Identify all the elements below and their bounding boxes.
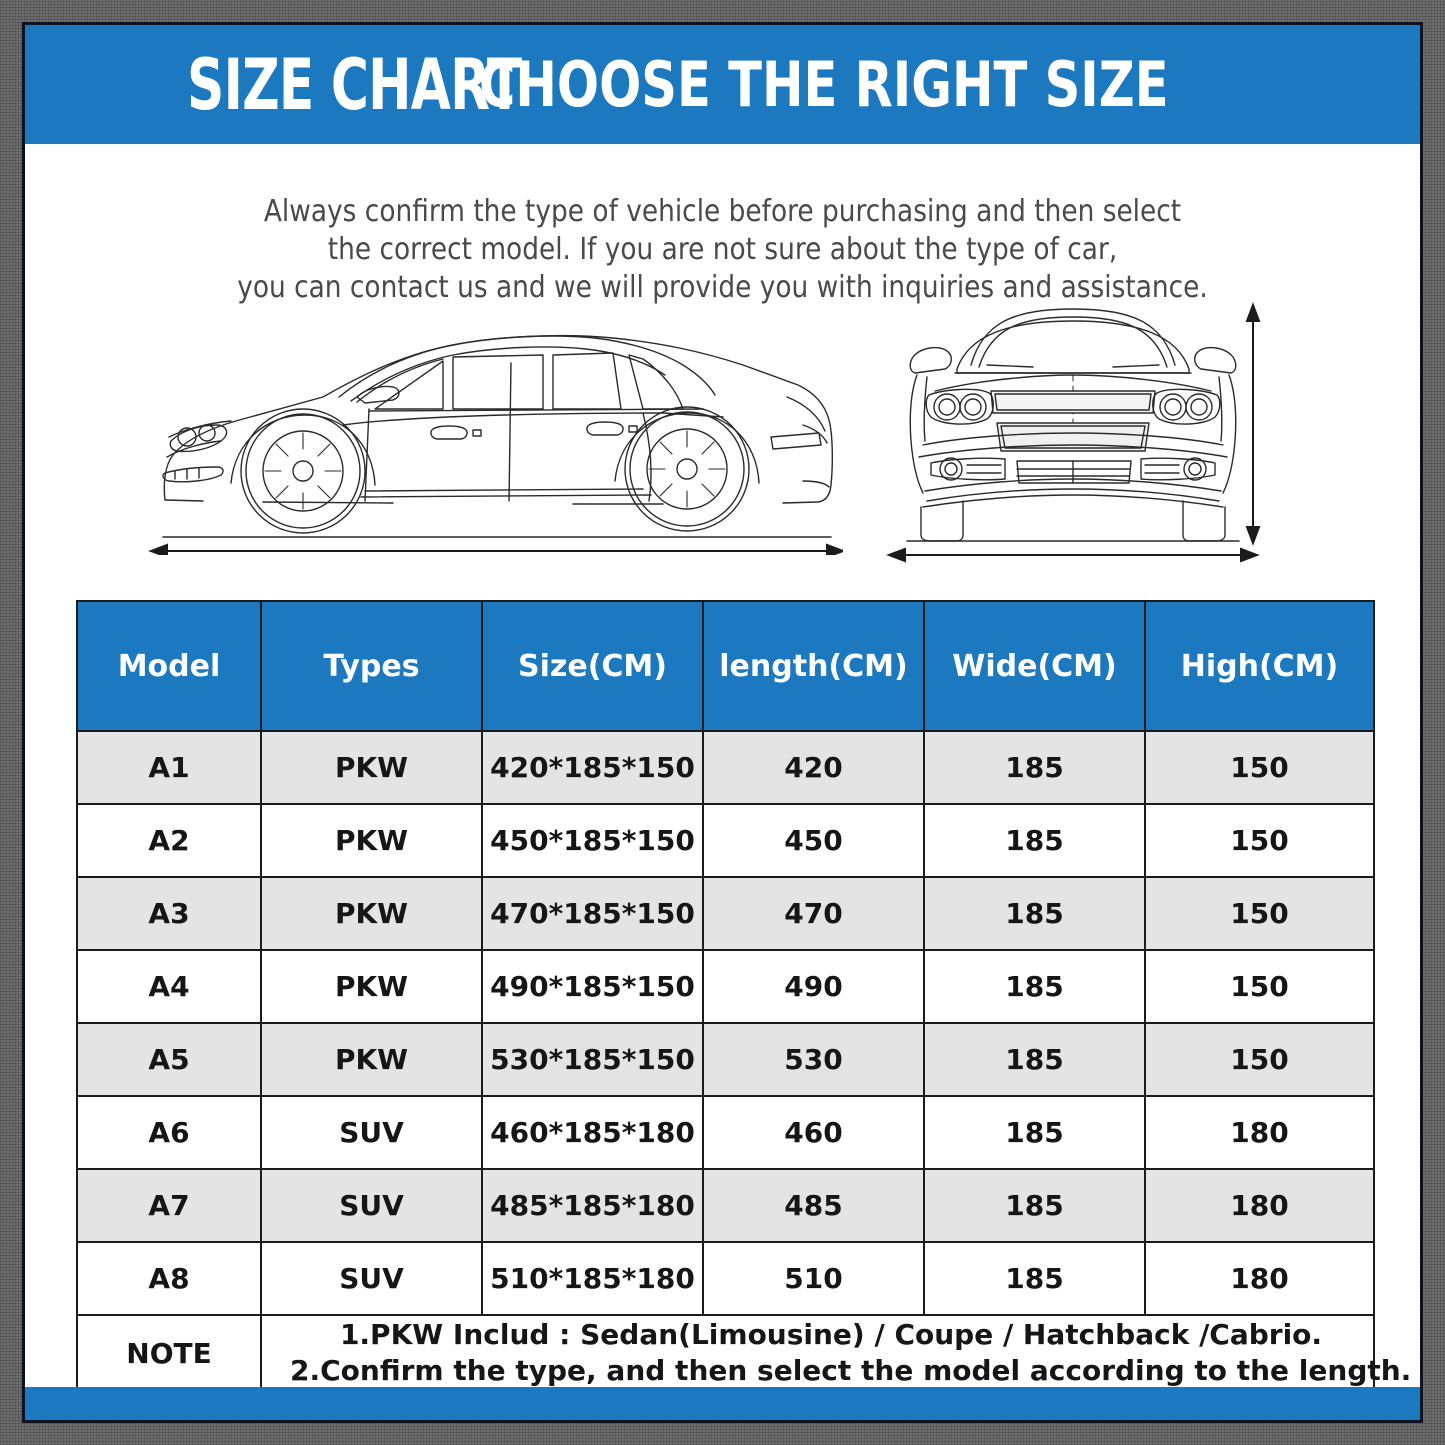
cell-wide: 185 <box>923 1241 1146 1316</box>
cell-high: 180 <box>1144 1095 1375 1170</box>
cell-model: A6 <box>76 1095 262 1170</box>
intro-line-3: you can contact us and we will provide y… <box>237 270 1208 305</box>
cell-wide: 185 <box>923 876 1146 951</box>
cell-length: 450 <box>702 803 925 878</box>
cell-types: PKW <box>260 803 483 878</box>
table-row: A8 SUV 510*185*180 510 185 180 <box>76 1241 1375 1316</box>
page-title-strong: SIZE CHART <box>187 43 522 126</box>
cell-size: 450*185*150 <box>481 803 704 878</box>
cell-high: 150 <box>1144 876 1375 951</box>
cell-size: 490*185*150 <box>481 949 704 1024</box>
cell-types: SUV <box>260 1241 483 1316</box>
header-banner: SIZE CHART CHOOSE THE RIGHT SIZE <box>25 25 1420 144</box>
table-row: A2 PKW 450*185*150 450 185 150 <box>76 803 1375 878</box>
cell-size: 510*185*180 <box>481 1241 704 1316</box>
cell-wide: 185 <box>923 803 1146 878</box>
cell-size: 460*185*180 <box>481 1095 704 1170</box>
cell-high: 180 <box>1144 1241 1375 1316</box>
cell-size: 485*185*180 <box>481 1168 704 1243</box>
column-header-wide: Wide(CM) <box>923 600 1146 732</box>
cell-length: 460 <box>702 1095 925 1170</box>
sedan-front-view-icon <box>883 295 1263 563</box>
cell-high: 180 <box>1144 1168 1375 1243</box>
cell-model: A5 <box>76 1022 262 1097</box>
intro-paragraph: Always confirm the type of vehicle befor… <box>109 193 1337 307</box>
column-header-types: Types <box>260 600 483 732</box>
cell-types: PKW <box>260 730 483 805</box>
cell-length: 530 <box>702 1022 925 1097</box>
cell-types: PKW <box>260 876 483 951</box>
table-row: A3 PKW 470*185*150 470 185 150 <box>76 876 1375 951</box>
intro-line-2: the correct model. If you are not sure a… <box>327 232 1118 267</box>
cell-high: 150 <box>1144 803 1375 878</box>
column-header-model: Model <box>76 600 262 732</box>
cell-length: 420 <box>702 730 925 805</box>
page-title-rest: CHOOSE THE RIGHT SIZE <box>479 47 1169 121</box>
cell-high: 150 <box>1144 730 1375 805</box>
cell-size: 420*185*150 <box>481 730 704 805</box>
cell-types: SUV <box>260 1168 483 1243</box>
cell-size: 530*185*150 <box>481 1022 704 1097</box>
chart-frame: SIZE CHART CHOOSE THE RIGHT SIZE Always … <box>22 22 1423 1423</box>
cell-high: 150 <box>1144 949 1375 1024</box>
cell-types: PKW <box>260 949 483 1024</box>
cell-model: A1 <box>76 730 262 805</box>
sedan-side-view-icon <box>143 305 843 555</box>
cell-wide: 185 <box>923 1022 1146 1097</box>
table-row: A5 PKW 530*185*150 530 185 150 <box>76 1022 1375 1097</box>
cell-length: 485 <box>702 1168 925 1243</box>
table-row: A7 SUV 485*185*180 485 185 180 <box>76 1168 1375 1243</box>
size-table: Model Types Size(CM) length(CM) Wide(CM)… <box>76 600 1412 1392</box>
column-header-length: length(CM) <box>702 600 925 732</box>
cell-length: 510 <box>702 1241 925 1316</box>
cell-model: A7 <box>76 1168 262 1243</box>
table-row: A6 SUV 460*185*180 460 185 180 <box>76 1095 1375 1170</box>
cell-model: A2 <box>76 803 262 878</box>
cell-wide: 185 <box>923 1095 1146 1170</box>
cell-size: 470*185*150 <box>481 876 704 951</box>
cell-model: A3 <box>76 876 262 951</box>
column-header-high: High(CM) <box>1144 600 1375 732</box>
intro-line-1: Always confirm the type of vehicle befor… <box>263 194 1182 229</box>
table-row: A1 PKW 420*185*150 420 185 150 <box>76 730 1375 805</box>
footer-banner <box>25 1387 1420 1420</box>
note-row: NOTE 1.PKW Includ : Sedan(Limousine) / C… <box>76 1314 1412 1392</box>
vehicle-diagrams: LENGTH WIDE HIGH <box>25 287 1420 876</box>
cell-types: PKW <box>260 1022 483 1097</box>
cell-model: A4 <box>76 949 262 1024</box>
cell-wide: 185 <box>923 1168 1146 1243</box>
table-row: A4 PKW 490*185*150 490 185 150 <box>76 949 1375 1024</box>
cell-length: 470 <box>702 876 925 951</box>
note-body: 1.PKW Includ : Sedan(Limousine) / Coupe … <box>260 1314 1412 1392</box>
table-header-row: Model Types Size(CM) length(CM) Wide(CM)… <box>76 600 1375 732</box>
cell-wide: 185 <box>923 949 1146 1024</box>
note-label: NOTE <box>76 1314 262 1392</box>
cell-high: 150 <box>1144 1022 1375 1097</box>
column-header-size: Size(CM) <box>481 600 704 732</box>
note-line-2: 2.Confirm the type, and then select the … <box>290 1354 1412 1387</box>
cell-wide: 185 <box>923 730 1146 805</box>
note-line-1: 1.PKW Includ : Sedan(Limousine) / Coupe … <box>339 1318 1323 1351</box>
cell-length: 490 <box>702 949 925 1024</box>
cell-model: A8 <box>76 1241 262 1316</box>
cell-types: SUV <box>260 1095 483 1170</box>
